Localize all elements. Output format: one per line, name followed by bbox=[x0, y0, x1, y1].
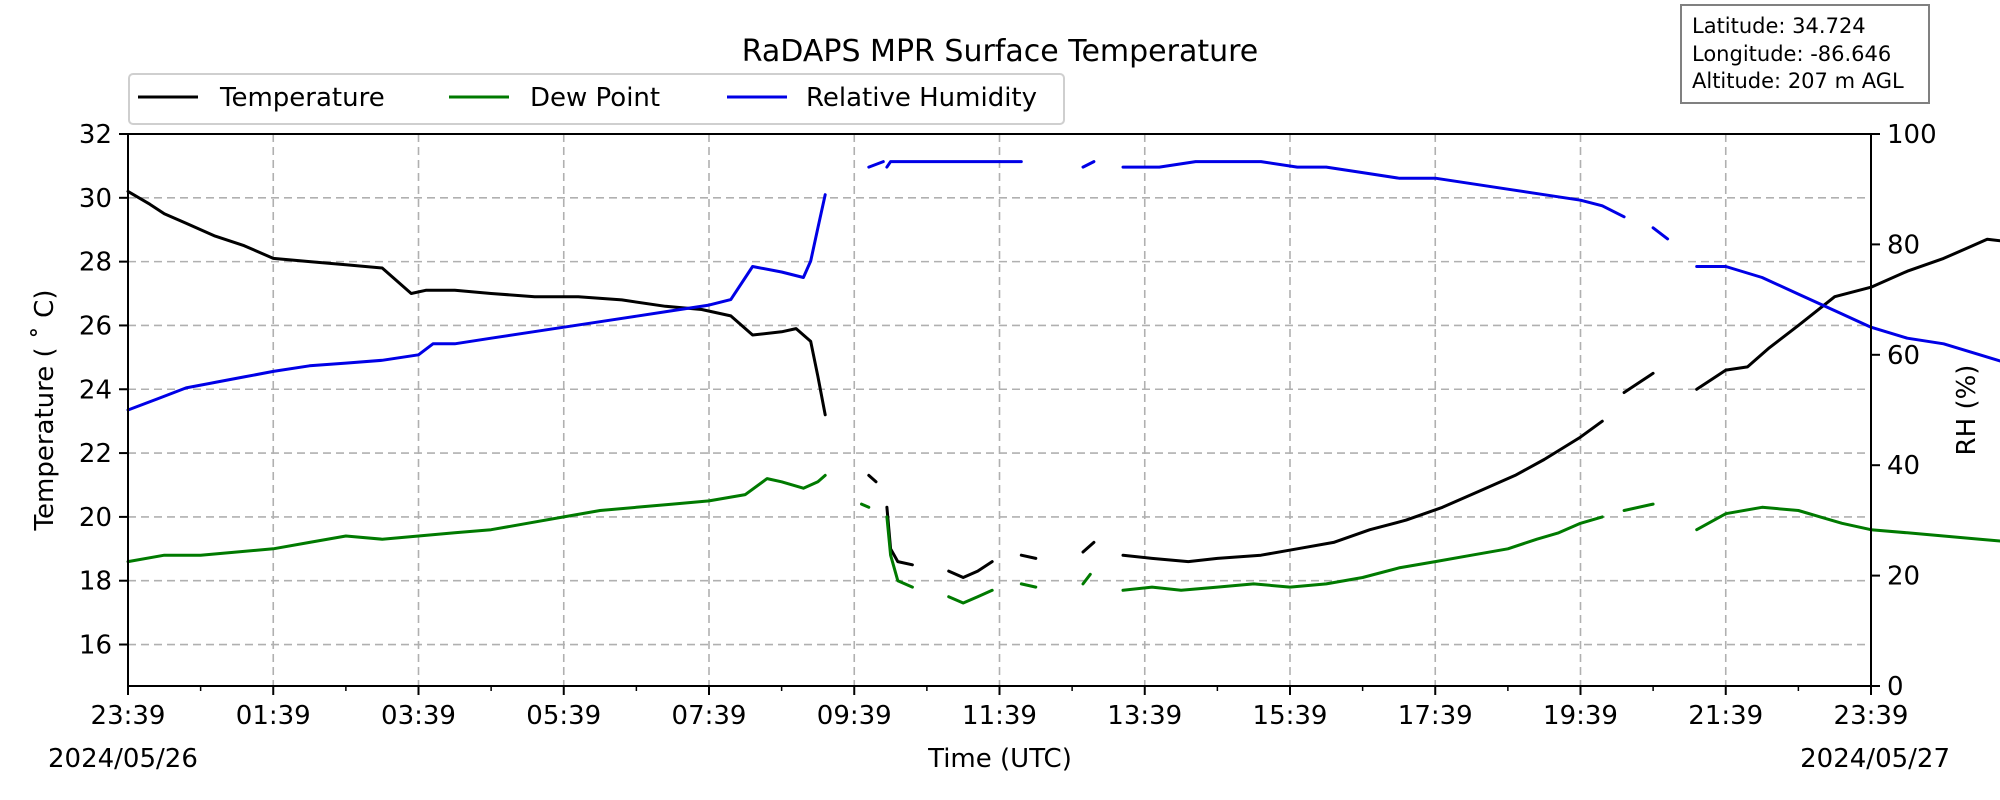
series-temperature-line bbox=[1622, 371, 1655, 394]
series-temperature-line bbox=[867, 473, 878, 484]
series-temperature-line bbox=[126, 189, 827, 417]
series-temperature-line bbox=[947, 560, 994, 579]
series-dew-point-line bbox=[1622, 502, 1655, 512]
y2-tick-label: 60 bbox=[1887, 341, 1920, 371]
series-relative-humidity-line bbox=[126, 193, 827, 412]
series-dew-point-line bbox=[1121, 515, 1604, 592]
x-tick-label: 17:39 bbox=[1398, 701, 1473, 731]
series-dew-point-line bbox=[1081, 572, 1092, 586]
series-temperature-line bbox=[1081, 540, 1096, 554]
end-date-label: 2024/05/27 bbox=[1800, 744, 1950, 774]
y-tick-label: 30 bbox=[79, 184, 112, 214]
x-tick-label: 05:39 bbox=[526, 701, 601, 731]
latitude-text: Latitude: 34.724 bbox=[1692, 14, 1866, 38]
series-dew-point-line bbox=[947, 588, 994, 605]
x-tick-label: 19:39 bbox=[1543, 701, 1618, 731]
x-tick-label: 07:39 bbox=[672, 701, 747, 731]
series-temperature-line bbox=[1019, 553, 1038, 560]
legend-label-temperature: Temperature bbox=[219, 83, 385, 113]
y2-tick-label: 80 bbox=[1887, 230, 1920, 260]
y-axis-right: 0 20 40 60 80 100 bbox=[1871, 120, 1937, 702]
series-temperature-line bbox=[1121, 419, 1604, 564]
y-tick-label: 28 bbox=[79, 248, 112, 278]
y2-tick-label: 0 bbox=[1887, 672, 1904, 702]
series-temperature-line bbox=[1695, 237, 2000, 391]
series-lines bbox=[126, 160, 2000, 605]
chart-title: RaDAPS MPR Surface Temperature bbox=[742, 34, 1259, 69]
x-axis: 23:39 01:39 03:39 05:39 07:39 09:39 11:39 13:39… bbox=[91, 686, 1909, 731]
x-tick-label: 03:39 bbox=[381, 701, 456, 731]
y2-tick-label: 20 bbox=[1887, 562, 1920, 592]
y2-tick-label: 100 bbox=[1887, 120, 1937, 150]
station-info-frame bbox=[1680, 4, 1930, 104]
y-tick-label: 16 bbox=[79, 631, 112, 661]
y2-tick-label: 40 bbox=[1887, 451, 1920, 481]
legend-label-relative-humidity: Relative Humidity bbox=[806, 83, 1037, 113]
legend-label-dew-point: Dew Point bbox=[530, 83, 660, 113]
series-dew-point-line bbox=[885, 515, 914, 589]
series-dew-point-line bbox=[860, 502, 871, 509]
x-tick-label: 01:39 bbox=[236, 701, 311, 731]
y2-axis-label: RH (%) bbox=[1952, 365, 1982, 456]
y-tick-label: 24 bbox=[79, 375, 112, 405]
x-tick-label: 23:39 bbox=[91, 701, 166, 731]
x-tick-label: 09:39 bbox=[817, 701, 892, 731]
start-date-label: 2024/05/26 bbox=[48, 744, 198, 774]
longitude-text: Longitude: -86.646 bbox=[1692, 42, 1891, 66]
series-relative-humidity-line bbox=[1121, 160, 1626, 219]
altitude-text: Altitude: 207 m AGL bbox=[1692, 69, 1904, 93]
legend-frame bbox=[128, 73, 1065, 125]
x-tick-label: 11:39 bbox=[962, 701, 1037, 731]
y-tick-label: 18 bbox=[79, 567, 112, 597]
y-tick-label: 20 bbox=[79, 503, 112, 533]
x-tick-label: 21:39 bbox=[1688, 701, 1763, 731]
legend: Temperature Dew Point Relative Humidity bbox=[128, 73, 1065, 125]
x-tick-label: 23:39 bbox=[1834, 701, 1909, 731]
x-axis-label: Time (UTC) bbox=[927, 744, 1072, 774]
x-tick-label: 13:39 bbox=[1107, 701, 1182, 731]
series-dew-point-line bbox=[126, 473, 827, 564]
series-relative-humidity-line bbox=[1695, 265, 2000, 363]
y-tick-label: 22 bbox=[79, 439, 112, 469]
station-info-box: Latitude: 34.724 Longitude: -86.646 Alti… bbox=[1680, 4, 1930, 104]
series-relative-humidity-line bbox=[867, 160, 885, 169]
y-axis-left: 16 18 20 22 24 26 28 30 32 bbox=[79, 120, 128, 661]
series-dew-point-line bbox=[1695, 505, 2000, 543]
series-relative-humidity-line bbox=[1651, 226, 1670, 241]
x-tick-label: 15:39 bbox=[1253, 701, 1328, 731]
y-tick-label: 32 bbox=[79, 120, 112, 150]
y-axis-label: Temperature ( ˚ C) bbox=[30, 290, 60, 532]
series-dew-point-line bbox=[1019, 582, 1038, 589]
series-relative-humidity-line bbox=[1081, 160, 1096, 169]
gridlines bbox=[128, 134, 1871, 686]
y-tick-label: 26 bbox=[79, 311, 112, 341]
series-relative-humidity-line bbox=[885, 160, 1023, 169]
